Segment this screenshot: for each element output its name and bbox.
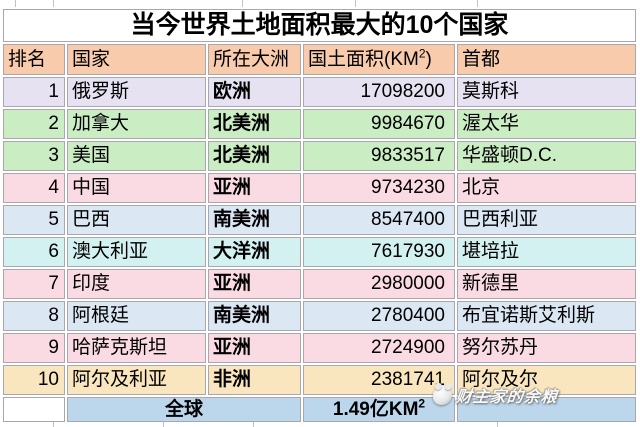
country-cell: 巴西: [67, 205, 206, 235]
gridline-tick: [253, 422, 254, 427]
capital-cell: 努尔苏丹: [457, 333, 637, 363]
header-rank: 排名: [3, 44, 65, 75]
table-row: 4 中国 亚洲 9734230 北京: [3, 173, 637, 203]
header-row: 排名 国家 所在大洲 国土面积(KM2) 首都: [3, 44, 637, 75]
table-row: 1 俄罗斯 欧洲 17098200 莫斯科: [3, 77, 637, 107]
country-cell: 阿根廷: [67, 301, 206, 331]
largest-countries-table: 当今世界土地面积最大的10个国家 排名 国家 所在大洲 国土面积(KM2) 首都…: [1, 7, 638, 424]
table-row: 8 阿根廷 南美洲 2780400 布宜诺斯艾利斯: [3, 301, 637, 331]
top-grid-strip: [0, 0, 640, 7]
country-cell: 中国: [67, 173, 206, 203]
gridline-tick: [355, 0, 356, 7]
gridline-tick: [242, 0, 243, 7]
table-row: 7 印度 亚洲 2980000 新德里: [3, 269, 637, 299]
area-cell: 2724900: [303, 333, 455, 363]
table-row: 3 美国 北美洲 9833517 华盛顿D.C.: [3, 141, 637, 171]
title-row: 当今世界土地面积最大的10个国家: [3, 9, 637, 42]
bottom-grid-strip: [0, 422, 640, 427]
summary-row: 全球 1.49亿KM2: [3, 397, 637, 422]
area-cell: 9984670: [303, 109, 455, 139]
area-cell: 8547400: [303, 205, 455, 235]
area-cell: 2980000: [303, 269, 455, 299]
rank-cell: 10: [3, 365, 65, 395]
continent-cell: 北美洲: [208, 141, 301, 171]
country-cell: 印度: [67, 269, 206, 299]
capital-cell: 阿尔及尔: [457, 365, 637, 395]
continent-cell: 南美洲: [208, 301, 301, 331]
continent-cell: 北美洲: [208, 109, 301, 139]
header-area-text: 国土面积(KM: [308, 48, 419, 70]
watermark-text: 财主家的余粮: [454, 389, 559, 406]
country-cell: 美国: [67, 141, 206, 171]
header-continent: 所在大洲: [208, 44, 301, 75]
continent-cell: 亚洲: [208, 333, 301, 363]
header-area-sup: 2: [418, 46, 426, 61]
rank-cell: 9: [3, 333, 65, 363]
capital-cell: 华盛顿D.C.: [457, 141, 637, 171]
continent-cell: 非洲: [208, 365, 301, 395]
mascot-icon: [432, 385, 453, 405]
gridline-tick: [53, 422, 54, 427]
header-capital: 首都: [457, 44, 637, 75]
capital-cell: 新德里: [457, 269, 637, 299]
country-cell: 加拿大: [67, 109, 206, 139]
watermark: 财主家的余粮: [432, 384, 559, 406]
gridline-tick: [163, 422, 164, 427]
table-row: 10 阿尔及利亚 非洲 2381741 阿尔及尔: [3, 365, 637, 395]
header-country: 国家: [67, 44, 206, 75]
continent-cell: 大洋洲: [208, 237, 301, 267]
area-cell: 2381741: [303, 365, 455, 395]
area-cell: 7617930: [303, 237, 455, 267]
capital-cell: 巴西利亚: [457, 205, 637, 235]
continent-cell: 南美洲: [208, 205, 301, 235]
summary-label-cell: 全球: [67, 397, 301, 422]
table-row: 9 哈萨克斯坦 亚洲 2724900 努尔苏丹: [3, 333, 637, 363]
capital-cell: 渥太华: [457, 109, 637, 139]
summary-value-cell: 1.49亿KM2: [303, 397, 455, 422]
continent-cell: 欧洲: [208, 77, 301, 107]
summary-empty-cell: [457, 397, 637, 422]
table-title: 当今世界土地面积最大的10个国家: [3, 9, 637, 42]
table-row: 5 巴西 南美洲 8547400 巴西利亚: [3, 205, 637, 235]
country-cell: 俄罗斯: [67, 77, 206, 107]
country-cell: 哈萨克斯坦: [67, 333, 206, 363]
gridline-tick: [497, 422, 498, 427]
table-row: 6 澳大利亚 大洋洲 7617930 堪培拉: [3, 237, 637, 267]
rank-cell: 2: [3, 109, 65, 139]
summary-spacer-cell: [3, 397, 65, 422]
table-row: 2 加拿大 北美洲 9984670 渥太华: [3, 109, 637, 139]
capital-cell: 北京: [457, 173, 637, 203]
header-area: 国土面积(KM2): [303, 44, 455, 75]
continent-cell: 亚洲: [208, 173, 301, 203]
area-cell: 9734230: [303, 173, 455, 203]
capital-cell: 莫斯科: [457, 77, 637, 107]
rank-cell: 8: [3, 301, 65, 331]
summary-value-text: 1.49亿KM: [332, 398, 419, 420]
rank-cell: 7: [3, 269, 65, 299]
country-cell: 澳大利亚: [67, 237, 206, 267]
rank-cell: 3: [3, 141, 65, 171]
area-cell: 17098200: [303, 77, 455, 107]
continent-cell: 亚洲: [208, 269, 301, 299]
gridline-tick: [15, 0, 16, 7]
rank-cell: 1: [3, 77, 65, 107]
country-cell: 阿尔及利亚: [67, 365, 206, 395]
header-area-close: ): [425, 48, 432, 70]
gridline-tick: [53, 0, 54, 7]
gridline-tick: [477, 0, 478, 7]
rank-cell: 6: [3, 237, 65, 267]
area-cell: 9833517: [303, 141, 455, 171]
summary-value-sup: 2: [418, 397, 426, 411]
capital-cell: 布宜诺斯艾利斯: [457, 301, 637, 331]
rank-cell: 4: [3, 173, 65, 203]
area-cell: 2780400: [303, 301, 455, 331]
rank-cell: 5: [3, 205, 65, 235]
capital-cell: 堪培拉: [457, 237, 637, 267]
